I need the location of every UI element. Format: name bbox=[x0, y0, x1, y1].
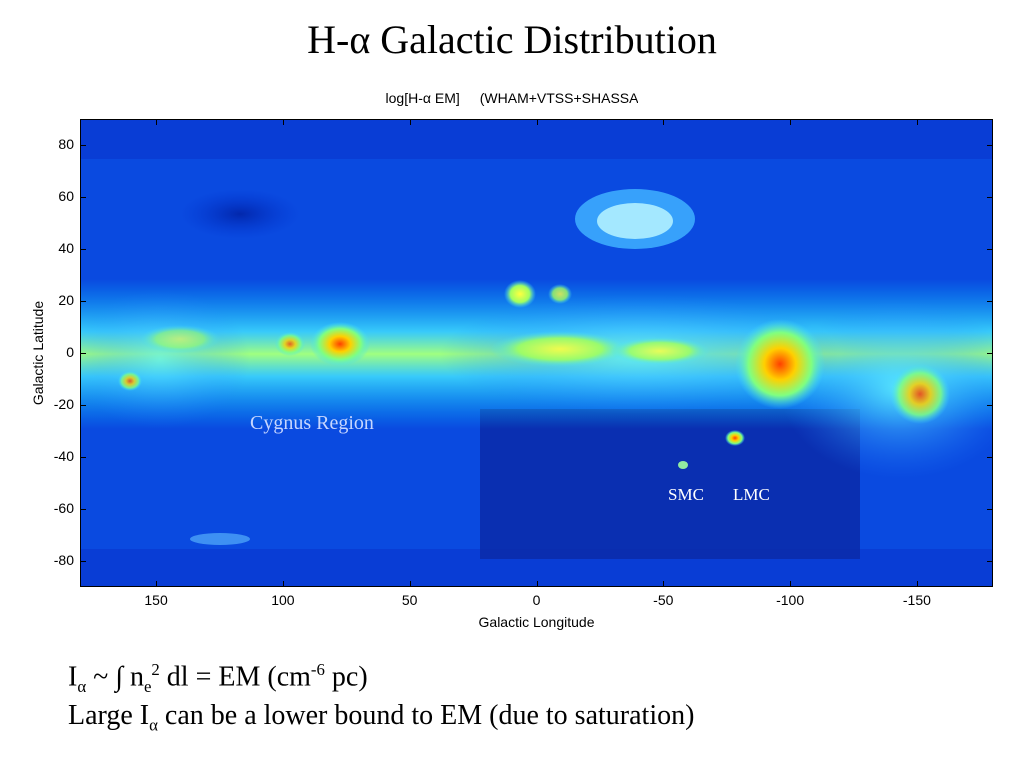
y-tick-mark bbox=[987, 301, 993, 302]
x-tick-mark bbox=[536, 581, 538, 587]
x-tick-mark bbox=[156, 581, 158, 587]
x-tick-mark bbox=[409, 119, 411, 125]
y-tick-label: 0 bbox=[66, 344, 74, 360]
map-title-main: log[H-α EM] bbox=[385, 90, 460, 106]
x-tick-mark bbox=[916, 581, 918, 587]
y-tick-mark bbox=[987, 145, 993, 146]
y-tick-label: 80 bbox=[58, 136, 74, 152]
x-tick-mark bbox=[156, 119, 158, 125]
x-tick-mark bbox=[663, 119, 665, 125]
y-tick-mark bbox=[80, 561, 86, 562]
y-tick-mark bbox=[80, 145, 86, 146]
x-tick-label: 100 bbox=[271, 592, 295, 608]
x-axis-label: Galactic Longitude bbox=[478, 614, 595, 630]
saturation-note: Large Iα can be a lower bound to EM (due… bbox=[68, 700, 695, 735]
x-tick-mark bbox=[790, 581, 792, 587]
x-tick-mark bbox=[409, 581, 411, 587]
y-tick-mark bbox=[987, 561, 993, 562]
y-tick-label: 20 bbox=[58, 292, 74, 308]
y-tick-mark bbox=[987, 249, 993, 250]
x-tick-mark bbox=[663, 581, 665, 587]
y-tick-label: -20 bbox=[53, 396, 74, 412]
y-tick-mark bbox=[987, 457, 993, 458]
y-tick-mark bbox=[80, 353, 86, 354]
y-axis-label: Galactic Latitude bbox=[30, 300, 46, 406]
y-tick-label: -60 bbox=[53, 500, 74, 516]
y-tick-label: -80 bbox=[53, 552, 74, 568]
x-tick-label: 150 bbox=[144, 592, 168, 608]
y-tick-label: 40 bbox=[58, 240, 74, 256]
y-tick-mark bbox=[987, 509, 993, 510]
x-tick-label: -100 bbox=[776, 592, 805, 608]
slide-title: H-α Galactic Distribution bbox=[307, 17, 717, 62]
y-tick-mark bbox=[80, 509, 86, 510]
smc-label: SMC bbox=[668, 485, 704, 504]
x-tick-mark bbox=[282, 581, 284, 587]
x-tick-label: -150 bbox=[902, 592, 931, 608]
y-tick-mark bbox=[80, 457, 86, 458]
lmc-label: LMC bbox=[733, 485, 770, 504]
y-tick-label: 60 bbox=[58, 188, 74, 204]
y-tick-mark bbox=[987, 197, 993, 198]
cygnus-region-label: Cygnus Region bbox=[250, 412, 374, 434]
y-tick-mark bbox=[80, 405, 86, 406]
y-tick-mark bbox=[987, 353, 993, 354]
x-tick-mark bbox=[916, 119, 918, 125]
map-title-sources: (WHAM+VTSS+SHASSA bbox=[479, 90, 639, 106]
x-tick-mark bbox=[536, 119, 538, 125]
x-tick-label: -50 bbox=[653, 592, 674, 608]
x-tick-label: 50 bbox=[401, 592, 418, 608]
smc-emission bbox=[678, 461, 688, 469]
x-tick-mark bbox=[282, 119, 284, 125]
map-title: log[H-α EM] (WHAM+VTSS+SHASSA bbox=[0, 90, 1024, 106]
y-tick-mark bbox=[80, 301, 86, 302]
x-tick-label: 0 bbox=[532, 592, 541, 608]
lmc-emission bbox=[725, 430, 745, 446]
y-tick-mark bbox=[987, 405, 993, 406]
y-tick-mark bbox=[80, 249, 86, 250]
y-tick-label: -40 bbox=[53, 448, 74, 464]
emission-measure-equation: Iα ~ ∫ ne2 dl = EM (cm-6 pc) bbox=[68, 660, 368, 696]
halpha-sky-map bbox=[80, 119, 993, 587]
y-tick-mark bbox=[80, 197, 86, 198]
x-tick-mark bbox=[790, 119, 792, 125]
